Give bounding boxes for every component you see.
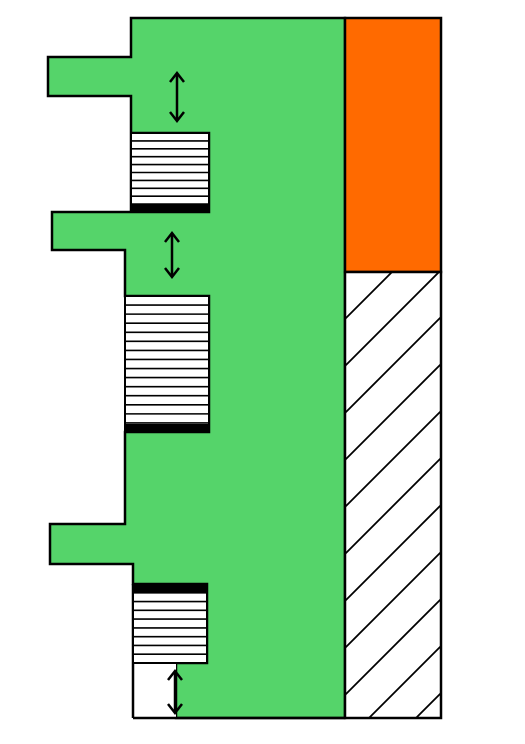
motion-arrow-top	[169, 70, 185, 124]
spring-compressed-band	[133, 584, 207, 592]
hatch-line	[345, 457, 441, 555]
spring-stack-middle	[124, 295, 210, 433]
hatch-line	[345, 504, 441, 602]
hatch-line	[414, 692, 441, 718]
hatched-block	[343, 270, 443, 744]
hatch-line	[345, 272, 441, 367]
hatch-lines	[345, 272, 441, 744]
motion-arrow-bottom	[167, 668, 183, 716]
spring-stack-top	[130, 132, 210, 213]
spring-compressed-band	[125, 424, 209, 432]
hatch-line	[345, 598, 441, 696]
hatch-line	[345, 551, 441, 649]
hatch-line	[345, 740, 441, 744]
spring-stack-bottom	[132, 583, 208, 664]
hatch-line	[345, 316, 441, 414]
motion-arrow-middle	[164, 230, 180, 280]
orange-block	[343, 16, 443, 274]
hatch-line	[367, 645, 441, 718]
hatch-line	[345, 272, 394, 320]
spring-stack-bottom-frame	[132, 583, 208, 664]
hatch-line	[345, 363, 441, 461]
hatch-line	[345, 410, 441, 508]
spring-stack-middle-frame	[124, 295, 210, 433]
spring-compressed-band	[131, 204, 209, 212]
bottom-pocket	[133, 663, 176, 718]
hatched-block-outline	[343, 270, 443, 720]
